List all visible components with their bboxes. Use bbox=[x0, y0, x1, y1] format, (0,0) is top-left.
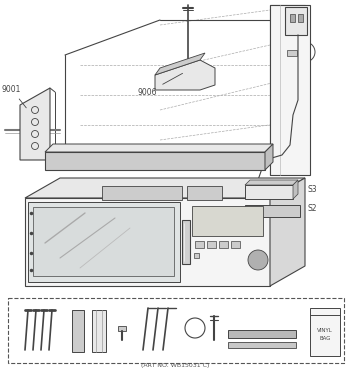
Bar bbox=[228, 342, 296, 348]
Text: S2: S2 bbox=[300, 204, 317, 213]
Polygon shape bbox=[270, 178, 305, 286]
Bar bbox=[219, 241, 228, 248]
Circle shape bbox=[248, 250, 268, 270]
Bar bbox=[207, 241, 216, 248]
Text: VINYL: VINYL bbox=[317, 328, 333, 333]
Text: 9005: 9005 bbox=[252, 263, 272, 279]
Bar bbox=[285, 7, 307, 35]
Polygon shape bbox=[245, 185, 293, 199]
Bar bbox=[195, 241, 204, 248]
Polygon shape bbox=[20, 88, 50, 160]
Bar bbox=[187, 186, 222, 200]
Bar bbox=[92, 310, 106, 352]
Text: S3: S3 bbox=[296, 185, 318, 194]
Bar bbox=[194, 253, 199, 258]
Bar bbox=[192, 206, 263, 236]
Bar bbox=[290, 14, 295, 22]
Bar bbox=[310, 308, 340, 356]
Bar bbox=[228, 330, 296, 338]
Polygon shape bbox=[245, 205, 300, 217]
Bar bbox=[33, 207, 174, 276]
Text: BAG: BAG bbox=[319, 336, 331, 341]
Bar bbox=[8, 298, 344, 363]
Polygon shape bbox=[25, 178, 305, 198]
Text: (ART NO. WB15031 C): (ART NO. WB15031 C) bbox=[141, 363, 209, 368]
Polygon shape bbox=[270, 5, 310, 175]
Bar bbox=[298, 14, 303, 22]
Polygon shape bbox=[45, 144, 273, 152]
Bar bbox=[287, 50, 297, 56]
Polygon shape bbox=[155, 60, 215, 90]
Polygon shape bbox=[293, 180, 298, 199]
Polygon shape bbox=[25, 198, 270, 286]
Polygon shape bbox=[155, 53, 205, 75]
Bar bbox=[231, 241, 240, 248]
Bar bbox=[182, 220, 190, 264]
Text: 9001: 9001 bbox=[2, 85, 26, 108]
Polygon shape bbox=[245, 180, 298, 185]
Bar bbox=[102, 186, 182, 200]
Polygon shape bbox=[28, 202, 180, 282]
Text: 9006: 9006 bbox=[138, 73, 183, 97]
Bar bbox=[118, 326, 126, 331]
Polygon shape bbox=[265, 144, 273, 170]
Bar bbox=[72, 310, 84, 352]
Polygon shape bbox=[45, 152, 265, 170]
